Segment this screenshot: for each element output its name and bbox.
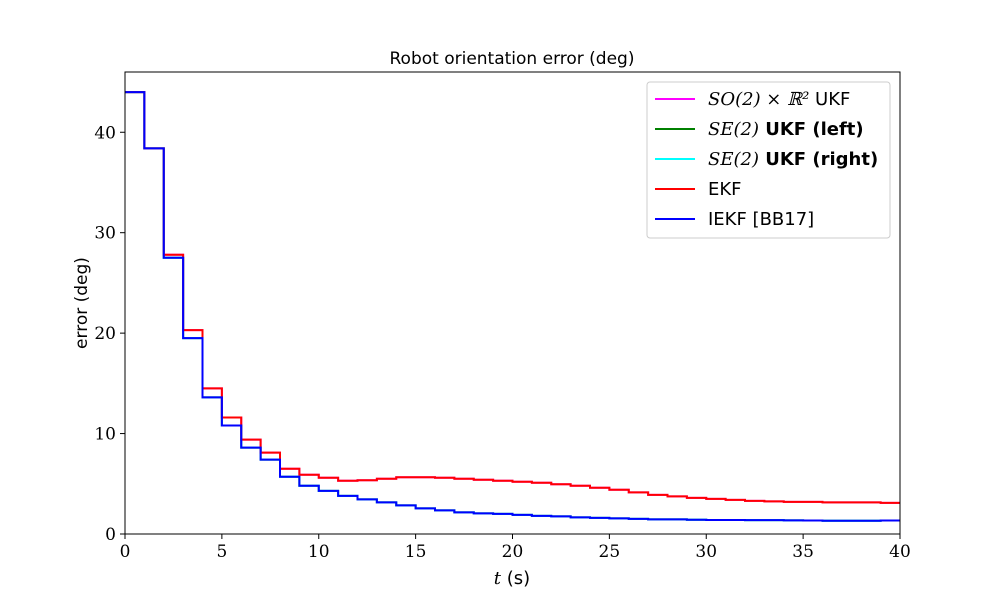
x-tick-label: 15 <box>405 542 427 562</box>
legend-frame <box>646 81 891 239</box>
x-tick-label: 30 <box>695 542 717 562</box>
chart-title: Robot orientation error (deg) <box>390 49 635 69</box>
x-tick-label: 35 <box>792 542 814 562</box>
legend-label: SE(2) UKF (left) <box>708 119 864 140</box>
series-line-4 <box>125 91 900 504</box>
x-tick-label: 10 <box>308 542 330 562</box>
x-axis-label: t (s) <box>494 568 530 589</box>
x-tick-label: 0 <box>120 542 131 562</box>
y-tick-label: 40 <box>94 123 116 143</box>
x-tick-label: 5 <box>216 542 227 562</box>
series-line-5 <box>125 91 900 522</box>
y-tick-label: 0 <box>105 525 116 545</box>
legend-label: SO(2) × ℝ² UKF <box>708 89 850 110</box>
x-tick-label: 25 <box>599 542 621 562</box>
x-axis-ticks: 0 5 10 15 20 25 30 35 40 <box>120 534 911 562</box>
legend: SO(2) × ℝ² UKF SE(2) UKF (left) SE(2) UKF … <box>646 81 891 239</box>
x-tick-label: 40 <box>889 542 911 562</box>
plot-lines <box>125 91 900 522</box>
y-axis-ticks: 0 10 20 30 40 <box>94 123 125 545</box>
legend-label: SE(2) UKF (right) <box>708 149 878 170</box>
y-tick-label: 10 <box>94 425 116 445</box>
y-tick-label: 30 <box>94 224 116 244</box>
legend-label: EKF <box>708 179 742 200</box>
legend-label: IEKF [BB17] <box>708 209 814 230</box>
x-tick-label: 20 <box>502 542 524 562</box>
y-tick-label: 20 <box>94 324 116 344</box>
y-axis-label: error (deg) <box>72 257 92 349</box>
